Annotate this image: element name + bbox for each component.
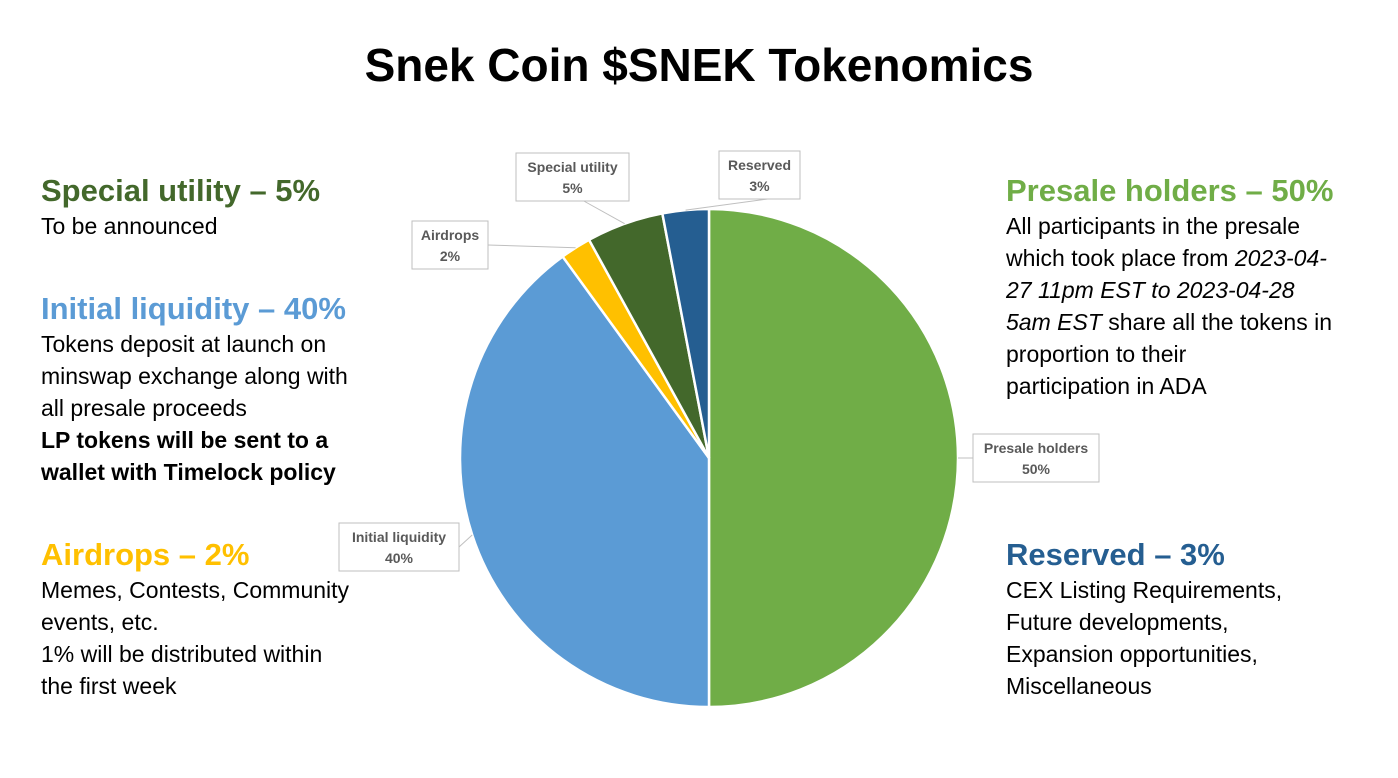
special-utility-section: Special utility – 5% To be announced [41, 172, 401, 242]
airdrops-line: events, etc. [41, 609, 159, 635]
callout-label-presale-holders: Presale holders [984, 440, 1088, 456]
callout-label-reserved: Reserved [728, 157, 791, 173]
airdrops-line: 1% will be distributed within [41, 641, 323, 667]
initial-liquidity-section: Initial liquidity – 40% Tokens deposit a… [41, 290, 401, 488]
callout-value-presale-holders: 50% [1022, 461, 1051, 477]
presale-date-text: 2023-04- [1234, 245, 1327, 271]
presale-text: share all the tokens in [1101, 309, 1333, 335]
presale-date-text: 27 11pm EST to 2023-04-28 [1006, 277, 1295, 303]
initial-liquidity-bold-line: wallet with Timelock policy [41, 459, 336, 485]
reserved-heading: Reserved – 3% [1006, 537, 1225, 572]
presale-line: proportion to their [1006, 341, 1187, 367]
presale-line: which took place from 2023-04- [1006, 242, 1366, 274]
callout-leader-line [685, 198, 768, 211]
callout-value-airdrops: 2% [440, 248, 461, 264]
reserved-line: Expansion opportunities, [1006, 641, 1258, 667]
initial-liquidity-line: all presale proceeds [41, 395, 247, 421]
callout-leader-line [458, 534, 473, 548]
initial-liquidity-heading: Initial liquidity – 40% [41, 291, 346, 326]
reserved-line: Future developments, [1006, 609, 1229, 635]
callout-value-reserved: 3% [749, 178, 770, 194]
airdrops-section: Airdrops – 2% Memes, Contests, Community… [41, 536, 401, 702]
airdrops-line: Memes, Contests, Community [41, 577, 350, 603]
presale-holders-section: Presale holders – 50% All participants i… [1006, 172, 1366, 402]
callout-label-airdrops: Airdrops [421, 227, 480, 243]
presale-line: 27 11pm EST to 2023-04-28 [1006, 274, 1366, 306]
special-utility-line: To be announced [41, 213, 218, 239]
callout-box-initial-liquidity [338, 522, 460, 572]
pie-slice-presale-holders [707, 207, 960, 709]
special-utility-heading: Special utility – 5% [41, 173, 321, 208]
presale-holders-heading: Presale holders – 50% [1006, 173, 1334, 208]
presale-date-text: 5am EST [1006, 309, 1102, 335]
reserved-section: Reserved – 3% CEX Listing Requirements, … [1006, 536, 1366, 702]
page-title: Snek Coin $SNEK Tokenomics [364, 39, 1034, 91]
presale-text: which took place from [1006, 245, 1235, 271]
airdrops-line: the first week [41, 673, 177, 699]
presale-line: 5am EST share all the tokens in [1006, 306, 1366, 338]
airdrops-heading: Airdrops – 2% [41, 537, 250, 572]
callout-value-special-utility: 5% [562, 180, 583, 196]
initial-liquidity-line: Tokens deposit at launch on [41, 331, 327, 357]
callout-box-reserved [718, 150, 801, 200]
callout-box-special-utility [515, 152, 630, 202]
presale-line: participation in ADA [1006, 373, 1207, 399]
presale-line: All participants in the presale [1006, 213, 1301, 239]
initial-liquidity-line: minswap exchange along with [41, 363, 348, 389]
initial-liquidity-bold-line: LP tokens will be sent to a [41, 427, 329, 453]
reserved-line: Miscellaneous [1006, 673, 1152, 699]
reserved-line: CEX Listing Requirements, [1006, 577, 1283, 603]
callout-box-airdrops [411, 220, 489, 270]
callout-leader-line [583, 200, 625, 225]
callout-label-special-utility: Special utility [527, 159, 617, 175]
callout-box-presale-holders [972, 433, 1100, 483]
callout-leader-line [487, 244, 576, 249]
callout-label-initial-liquidity: Initial liquidity [352, 529, 446, 545]
callout-value-initial-liquidity: 40% [385, 550, 414, 566]
